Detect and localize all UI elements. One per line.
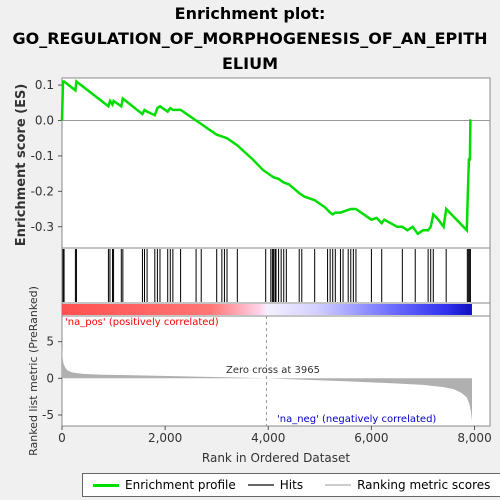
- es-y-tick-label: -0.3: [31, 220, 54, 234]
- zero-cross-text: Zero cross at 3965: [226, 365, 320, 376]
- x-tick-label: 2,000: [148, 431, 182, 445]
- enrichment-swatch-icon: [93, 483, 119, 487]
- x-axis-label: Rank in Ordered Dataset: [202, 451, 350, 465]
- legend-item-metric: Ranking metric scores: [325, 478, 490, 492]
- metric-swatch-icon: [325, 484, 352, 486]
- x-tick-label: 6,000: [354, 431, 388, 445]
- es-y-tick-label: 0.1: [35, 78, 54, 92]
- metric-y-axis-label: Ranked list metric (PreRanked): [27, 286, 40, 456]
- es-y-tick-label: 0.0: [35, 114, 54, 128]
- positive-label: 'na_pos' (positively correlated): [65, 317, 219, 328]
- metric-panel: [61, 315, 491, 427]
- chart-title-line-2: GO_REGULATION_OF_MORPHOGENESIS_OF_AN_EPI…: [12, 29, 488, 48]
- x-tick-label: 4,000: [251, 431, 285, 445]
- chart-title-line-3: ELIUM: [222, 54, 278, 73]
- legend-label-metric: Ranking metric scores: [357, 478, 491, 492]
- legend-item-hits: Hits: [247, 478, 304, 492]
- metric-y-tick-label: -5: [42, 408, 54, 422]
- x-tick-label: 8,000: [457, 431, 491, 445]
- metric-y-tick-label: 5: [46, 335, 54, 349]
- es-y-tick-label: -0.2: [31, 184, 54, 198]
- metric-area: [62, 344, 472, 421]
- es-y-axis-label: Enrichment score (ES): [14, 84, 29, 247]
- legend: Enrichment profile Hits Ranking metric s…: [82, 473, 500, 497]
- legend-label-hits: Hits: [279, 478, 304, 492]
- enrichment-profile-line: [60, 79, 472, 236]
- rank-color-bar: [62, 304, 472, 315]
- legend-item-enrichment: Enrichment profile: [93, 478, 236, 492]
- legend-label-enrichment: Enrichment profile: [125, 478, 236, 492]
- es-panel: [61, 77, 491, 249]
- hits-swatch-icon: [247, 484, 274, 486]
- es-y-tick-label: -0.1: [31, 149, 54, 163]
- negative-label: 'na_neg' (negatively correlated): [277, 414, 436, 425]
- chart-title-line-1: Enrichment plot:: [174, 4, 326, 23]
- metric-y-tick-label: 0: [46, 371, 54, 385]
- x-tick-label: 0: [58, 431, 66, 445]
